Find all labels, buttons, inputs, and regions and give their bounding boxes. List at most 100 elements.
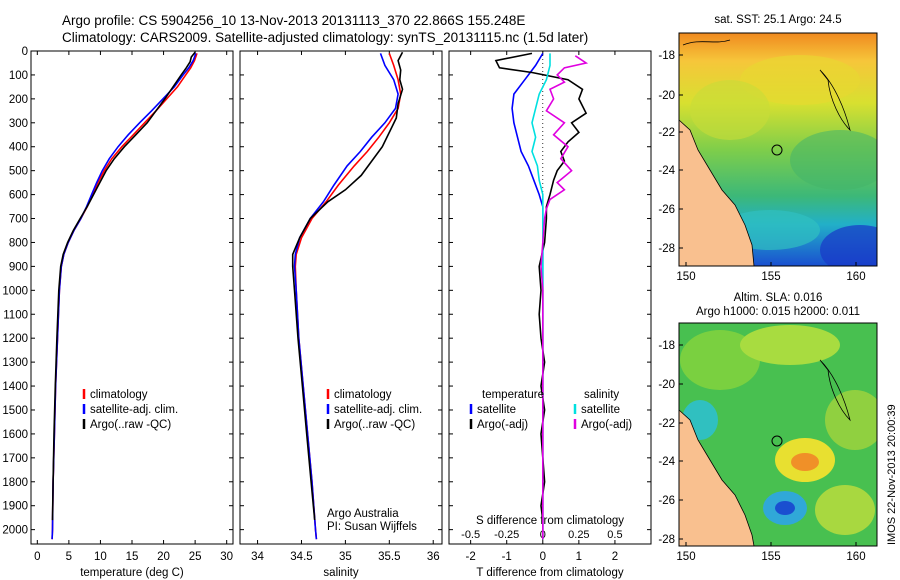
map-ytick-label: -18 bbox=[658, 340, 675, 352]
salinity-diff-tick-label: -0.5 bbox=[461, 529, 480, 541]
depth-tick-label: 600 bbox=[9, 190, 28, 202]
map-ytick-label: -28 bbox=[658, 534, 675, 546]
salinity-diff-tick-label: 0.25 bbox=[568, 529, 589, 541]
temperature-xtick-label: 5 bbox=[66, 551, 72, 563]
header-line2: Climatology: CARS2009. Satellite-adjuste… bbox=[62, 30, 588, 45]
series-line-satellite-adj-clim- bbox=[293, 53, 399, 540]
map-ytick-label: -24 bbox=[658, 165, 675, 177]
temperature-xtick-label: 30 bbox=[220, 551, 233, 563]
series-line-argo-raw-qc- bbox=[291, 51, 404, 521]
depth-tick-label: 500 bbox=[9, 166, 28, 178]
depth-tick-label: 1700 bbox=[2, 453, 28, 465]
map-ytick-label: -20 bbox=[658, 379, 675, 391]
salinity-diff-tick-label: 0.5 bbox=[607, 529, 622, 541]
depth-tick-label: 1500 bbox=[2, 405, 28, 417]
series-line-s-argo-adj- bbox=[540, 55, 589, 540]
salinity-diff-label: S difference from climatology bbox=[476, 515, 624, 527]
legend-label: Argo(-adj) bbox=[477, 419, 528, 431]
map-xtick-label: 160 bbox=[846, 271, 865, 283]
temperature-xlabel: temperature (deg C) bbox=[80, 567, 184, 579]
series-line-t-satellite bbox=[511, 52, 544, 540]
difference-axes-frame bbox=[448, 50, 652, 545]
sla-map-title: Altim. SLA: 0.016 bbox=[734, 292, 823, 304]
depth-tick-label: 100 bbox=[9, 70, 28, 82]
temperature-xtick-label: 15 bbox=[126, 551, 139, 563]
difference-panel: -2 -1 0 1 2 T difference from climatology -0.5… bbox=[448, 50, 652, 579]
depth-tick-label: 0 bbox=[22, 46, 28, 58]
legend-label: satellite bbox=[477, 404, 516, 416]
depth-tick-label: 2000 bbox=[2, 525, 28, 537]
salinity-xtick-label: 34.5 bbox=[290, 551, 312, 563]
difference-xtick-label: -2 bbox=[466, 551, 476, 563]
salinity-diff-tick-label: -0.25 bbox=[494, 529, 519, 541]
map-ytick-label: -26 bbox=[658, 495, 675, 507]
difference-xtick-label: 2 bbox=[612, 551, 618, 563]
sla-map: Altim. SLA: 0.016 Argo h1000: 0.015 h200… bbox=[658, 292, 878, 563]
temperature-xtick-label: 20 bbox=[157, 551, 170, 563]
salinity-xtick-label: 34 bbox=[251, 551, 264, 563]
temperature-axes-frame bbox=[30, 50, 234, 545]
difference-xlabel: T difference from climatology bbox=[476, 567, 623, 579]
temperature-xtick-label: 0 bbox=[34, 551, 40, 563]
depth-tick-label: 1400 bbox=[2, 381, 28, 393]
depth-tick-label: 1200 bbox=[2, 333, 28, 345]
legend-label: climatology bbox=[90, 389, 148, 401]
side-stamp: IMOS 22-Nov-2013 20:00:39 bbox=[886, 404, 898, 545]
legend-label: Argo(-adj) bbox=[581, 419, 632, 431]
depth-tick-label: 1300 bbox=[2, 357, 28, 369]
series-line-s-satellite bbox=[531, 53, 551, 540]
depth-tick-label: 1800 bbox=[2, 477, 28, 489]
temperature-xtick-label: 25 bbox=[189, 551, 202, 563]
series-line-argo-raw-qc- bbox=[51, 51, 196, 521]
map-xtick-label: 150 bbox=[676, 271, 695, 283]
temperature-panel: 0100200300400500600700800900100011001200… bbox=[2, 46, 234, 579]
attribution-note: PI: Susan Wijffels bbox=[327, 521, 417, 533]
legend-label: satellite-adj. clim. bbox=[90, 404, 178, 416]
salinity-xtick-label: 35.5 bbox=[378, 551, 400, 563]
series-line-t-argo-adj- bbox=[494, 52, 588, 521]
map-xtick-label: 155 bbox=[761, 271, 780, 283]
map-ytick-label: -24 bbox=[658, 456, 675, 468]
legend-label: temperature bbox=[482, 389, 544, 401]
header-line1: Argo profile: CS 5904256_10 13-Nov-2013 … bbox=[62, 13, 525, 28]
legend-label: Argo(..raw -QC) bbox=[90, 419, 171, 431]
salinity-xlabel: salinity bbox=[323, 567, 358, 579]
difference-xtick-label: 0 bbox=[540, 551, 546, 563]
temperature-xtick-label: 10 bbox=[94, 551, 107, 563]
map-ytick-label: -18 bbox=[658, 50, 675, 62]
salinity-panel: 34 34.5 35 35.5 36 salinity climatology satelli… bbox=[239, 50, 443, 579]
depth-tick-label: 300 bbox=[9, 118, 28, 130]
map-ytick-label: -22 bbox=[658, 418, 675, 430]
depth-tick-label: 900 bbox=[9, 261, 28, 273]
legend-label: satellite-adj. clim. bbox=[334, 404, 422, 416]
difference-xtick-label: 1 bbox=[576, 551, 582, 563]
depth-tick-label: 200 bbox=[9, 94, 28, 106]
sst-map: sat. SST: 25.1 Argo: 24.5 150 155 160 -18 -2… bbox=[658, 14, 878, 283]
attribution-note: Argo Australia bbox=[327, 508, 399, 520]
sst-map-title: sat. SST: 25.1 Argo: 24.5 bbox=[714, 14, 841, 26]
map-ytick-label: -22 bbox=[658, 127, 675, 139]
legend-label: satellite bbox=[581, 404, 620, 416]
difference-xtick-label: -1 bbox=[502, 551, 512, 563]
depth-tick-label: 1000 bbox=[2, 285, 28, 297]
map-ytick-label: -28 bbox=[658, 243, 675, 255]
depth-tick-label: 1600 bbox=[2, 429, 28, 441]
depth-tick-label: 800 bbox=[9, 237, 28, 249]
salinity-axes-frame bbox=[239, 50, 443, 545]
depth-tick-label: 1900 bbox=[2, 501, 28, 513]
depth-tick-label: 700 bbox=[9, 214, 28, 226]
map-xtick-label: 150 bbox=[676, 551, 695, 563]
sla-map-subtitle: Argo h1000: 0.015 h2000: 0.011 bbox=[696, 306, 860, 318]
map-ytick-label: -26 bbox=[658, 204, 675, 216]
map-xtick-label: 160 bbox=[846, 551, 865, 563]
depth-tick-label: 1100 bbox=[3, 309, 28, 321]
legend-label: salinity bbox=[584, 389, 619, 401]
map-ytick-label: -20 bbox=[658, 90, 675, 102]
depth-tick-label: 400 bbox=[9, 142, 28, 154]
map-xtick-label: 155 bbox=[761, 551, 780, 563]
legend-label: Argo(..raw -QC) bbox=[334, 419, 415, 431]
salinity-xtick-label: 36 bbox=[427, 551, 440, 563]
legend-label: climatology bbox=[334, 389, 392, 401]
salinity-xtick-label: 35 bbox=[339, 551, 352, 563]
